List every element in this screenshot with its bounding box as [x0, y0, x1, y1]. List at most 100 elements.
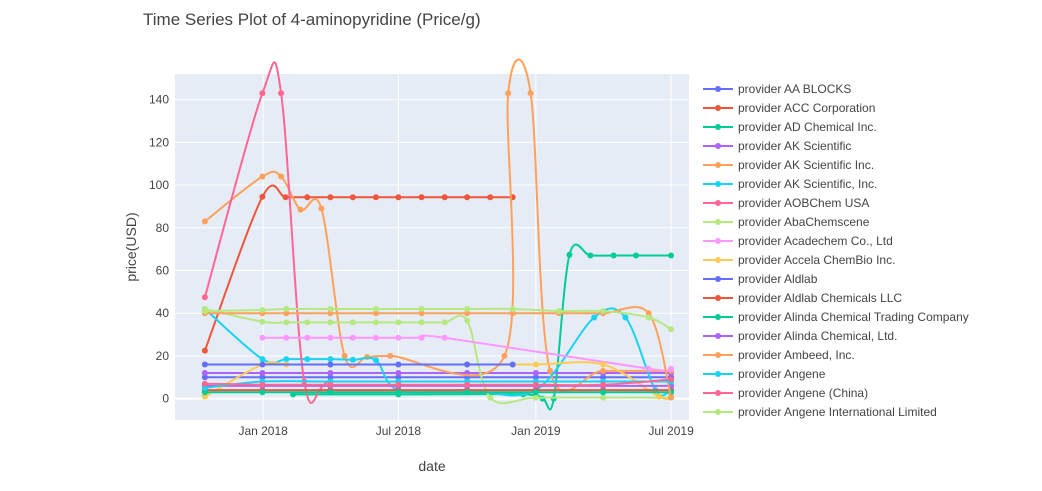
data-point[interactable]: [505, 90, 512, 97]
data-point[interactable]: [464, 305, 471, 312]
data-point[interactable]: [610, 252, 617, 259]
data-point[interactable]: [418, 319, 425, 326]
data-point[interactable]: [349, 319, 356, 326]
data-point[interactable]: [327, 305, 334, 312]
data-point[interactable]: [349, 356, 356, 363]
data-point[interactable]: [297, 206, 304, 213]
data-point[interactable]: [259, 173, 266, 180]
data-point[interactable]: [532, 394, 539, 401]
data-point[interactable]: [372, 305, 379, 312]
data-point[interactable]: [327, 370, 334, 377]
data-point[interactable]: [532, 361, 539, 368]
data-point[interactable]: [372, 310, 379, 317]
legend-item[interactable]: provider AD Chemical Inc.: [703, 120, 877, 134]
data-point[interactable]: [201, 294, 208, 301]
data-point[interactable]: [532, 374, 539, 381]
legend-item[interactable]: provider Angene: [703, 367, 826, 381]
data-point[interactable]: [283, 334, 290, 341]
data-point[interactable]: [304, 356, 311, 363]
data-point[interactable]: [668, 252, 675, 259]
data-point[interactable]: [278, 173, 285, 180]
data-point[interactable]: [464, 389, 471, 396]
legend-item[interactable]: provider Ambeed, Inc.: [703, 348, 855, 362]
data-point[interactable]: [201, 389, 208, 396]
data-point[interactable]: [464, 194, 471, 201]
data-point[interactable]: [327, 381, 334, 388]
data-point[interactable]: [349, 194, 356, 201]
data-point[interactable]: [527, 90, 534, 97]
data-point[interactable]: [600, 381, 607, 388]
data-point[interactable]: [259, 307, 266, 314]
legend-item[interactable]: provider Acadechem Co., Ltd: [703, 234, 893, 248]
data-point[interactable]: [591, 314, 598, 321]
data-point[interactable]: [501, 352, 508, 359]
data-point[interactable]: [395, 361, 402, 368]
data-point[interactable]: [372, 334, 379, 341]
data-point[interactable]: [259, 381, 266, 388]
data-point[interactable]: [622, 314, 629, 321]
data-point[interactable]: [487, 394, 494, 401]
legend-item[interactable]: provider Aldlab: [703, 272, 818, 286]
data-point[interactable]: [259, 334, 266, 341]
data-point[interactable]: [327, 334, 334, 341]
data-point[interactable]: [441, 319, 448, 326]
data-point[interactable]: [645, 310, 652, 317]
data-point[interactable]: [259, 318, 266, 325]
data-point[interactable]: [509, 361, 516, 368]
data-point[interactable]: [600, 389, 607, 396]
data-point[interactable]: [668, 365, 675, 372]
data-point[interactable]: [327, 194, 334, 201]
data-point[interactable]: [201, 308, 208, 315]
data-point[interactable]: [259, 356, 266, 363]
legend-item[interactable]: provider Aldlab Chemicals LLC: [703, 291, 902, 305]
data-point[interactable]: [509, 305, 516, 312]
data-point[interactable]: [395, 370, 402, 377]
data-point[interactable]: [259, 90, 266, 97]
data-point[interactable]: [539, 395, 546, 402]
data-point[interactable]: [304, 194, 311, 201]
data-point[interactable]: [509, 310, 516, 317]
data-point[interactable]: [668, 326, 675, 333]
legend-item[interactable]: provider Angene (China): [703, 386, 868, 400]
legend-item[interactable]: provider AK Scientific Inc.: [703, 158, 874, 172]
data-point[interactable]: [532, 389, 539, 396]
data-point[interactable]: [395, 334, 402, 341]
data-point[interactable]: [201, 374, 208, 381]
data-point[interactable]: [349, 334, 356, 341]
data-point[interactable]: [201, 384, 208, 391]
data-point[interactable]: [327, 319, 334, 326]
data-point[interactable]: [532, 381, 539, 388]
legend-item[interactable]: provider AOBChem USA: [703, 196, 869, 210]
data-point[interactable]: [418, 310, 425, 317]
data-point[interactable]: [441, 194, 448, 201]
legend-item[interactable]: provider Accela ChemBio Inc.: [703, 253, 895, 267]
data-point[interactable]: [587, 252, 594, 259]
legend-item[interactable]: provider ACC Corporation: [703, 101, 875, 115]
legend-item[interactable]: provider Alinda Chemical Trading Company: [703, 310, 969, 324]
data-point[interactable]: [441, 334, 448, 341]
data-point[interactable]: [600, 308, 607, 315]
data-point[interactable]: [372, 194, 379, 201]
data-point[interactable]: [600, 374, 607, 381]
data-point[interactable]: [304, 334, 311, 341]
data-point[interactable]: [259, 361, 266, 368]
data-point[interactable]: [341, 352, 348, 359]
data-point[interactable]: [327, 361, 334, 368]
data-point[interactable]: [201, 361, 208, 368]
data-point[interactable]: [418, 194, 425, 201]
data-point[interactable]: [282, 194, 289, 201]
data-point[interactable]: [283, 305, 290, 312]
data-point[interactable]: [600, 367, 607, 374]
data-point[interactable]: [304, 319, 311, 326]
data-point[interactable]: [556, 308, 563, 315]
data-point[interactable]: [668, 376, 675, 383]
data-point[interactable]: [387, 352, 394, 359]
data-point[interactable]: [418, 334, 425, 341]
data-point[interactable]: [464, 317, 471, 324]
data-point[interactable]: [372, 357, 379, 364]
data-point[interactable]: [600, 394, 607, 401]
data-point[interactable]: [395, 374, 402, 381]
data-point[interactable]: [395, 389, 402, 396]
data-point[interactable]: [201, 393, 208, 400]
legend-item[interactable]: provider AA BLOCKS: [703, 82, 851, 96]
